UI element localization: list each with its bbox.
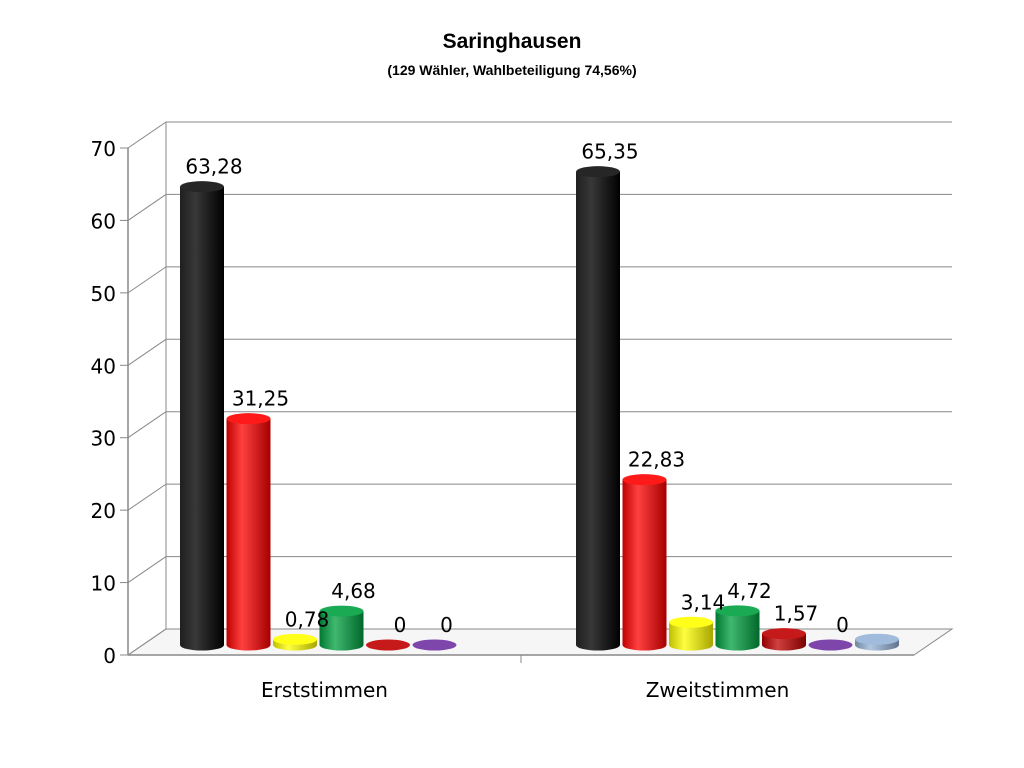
bar [366,639,410,651]
bar-top [576,166,620,178]
x-category-label: Zweitstimmen [646,678,790,702]
y-tick-label: 0 [103,644,116,668]
bar [576,166,620,651]
bar-top [622,474,667,486]
bar-body [715,610,760,651]
bar [808,639,853,651]
axes: 0 10 20 30 40 50 60 70 Erststimmen Zweitstimmen [91,122,914,702]
bar [715,605,760,651]
gridline-side [127,628,167,656]
data-label: 0 [394,613,407,637]
data-label: 63,28 [185,155,242,179]
gridline-side [127,266,167,294]
chart-subtitle: (129 Wähler, Wahlbeteiligung 74,56%) [387,62,637,78]
bar [412,639,457,651]
data-label: 4,72 [727,579,772,603]
y-tick-label: 70 [91,137,116,161]
data-label: 4,68 [331,579,376,603]
bar-top [762,628,806,640]
bar-top [319,605,364,617]
bar-body [180,186,224,651]
gridline-side [127,194,167,221]
bars [180,166,899,651]
y-tick-label: 10 [91,572,116,596]
gridline-side [127,411,167,439]
data-label: 1,57 [774,602,819,626]
data-label: 65,35 [581,140,638,164]
chart-title: Saringhausen [442,30,582,53]
bar-top [669,616,713,628]
data-label: 0 [440,613,453,637]
gridline-side [127,483,167,511]
y-tick-label: 20 [91,499,116,523]
bar-body [622,479,667,651]
bar-body [226,418,271,651]
bar-top [273,633,317,645]
bar-body [669,622,713,651]
bar-top [808,639,853,651]
bar-top [412,639,457,651]
bar [319,605,364,651]
gridline-side [127,338,167,366]
bar [273,633,317,651]
data-label: 0 [836,613,849,637]
bar [762,628,806,651]
bar-top [180,181,224,193]
bar-top [366,639,410,651]
bar-body [576,171,620,651]
y-tick-label: 30 [91,427,116,451]
bar [855,633,899,651]
bar-top [226,413,271,425]
bar [622,474,667,651]
y-tick-label: 40 [91,354,116,378]
y-tick-label: 50 [91,282,116,306]
bar-top [715,605,760,617]
bar-body [319,611,364,651]
bar [226,413,271,651]
bar [669,616,713,651]
data-labels: 63,28 31,25 0,784,68 0 0 65,35 22,83 3,14 4,721,… [185,140,849,637]
bar-top [855,633,899,645]
data-label: 0,78 [285,607,330,631]
data-label: 31,25 [232,387,289,411]
x-category-label: Erststimmen [261,678,388,702]
y-tick-label: 60 [91,209,116,233]
data-label: 22,83 [628,448,685,472]
data-label: 3,14 [681,590,726,614]
bar [180,181,224,651]
gridline-side [127,121,167,149]
gridline-side [127,556,167,583]
